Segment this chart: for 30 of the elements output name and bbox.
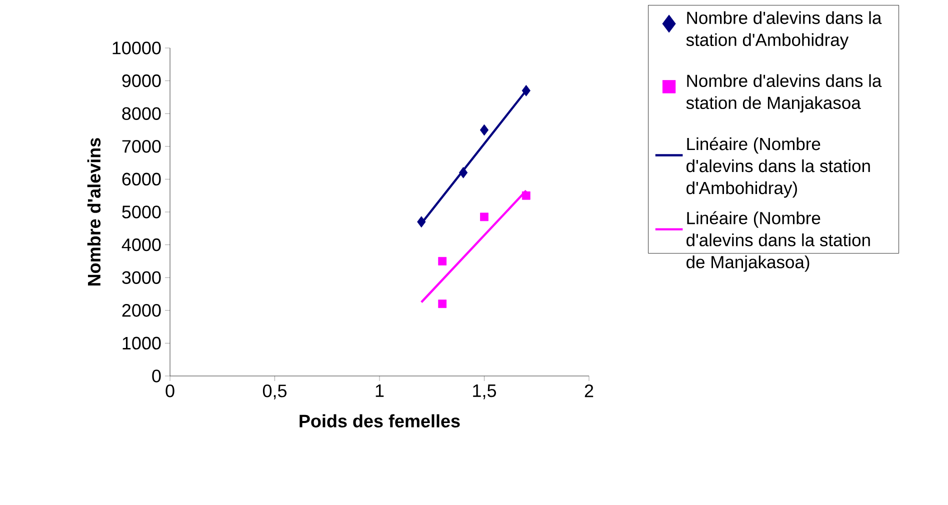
legend-label: Nombre d'alevins dans la station d'Ambohidray	[686, 11, 882, 50]
point	[480, 212, 488, 222]
y-tick-label: 6000	[122, 172, 161, 186]
legend-label: Linéaire (Nombre d'alevins dans la station d'Ambohidray)	[686, 137, 870, 198]
point	[522, 191, 530, 200]
x-tick-label: 1,5	[473, 384, 496, 400]
y-tick-label: 2000	[122, 304, 161, 317]
x-tick-label: 1	[376, 384, 384, 397]
y-tick-label: 1000	[122, 336, 161, 350]
y-tick-label: 9000	[122, 74, 161, 88]
point	[522, 84, 530, 96]
x-axis-title: Poids des femelles	[300, 414, 460, 428]
y-tick-label: 3000	[122, 271, 161, 284]
legend-label: Linéaire (Nombre d'alevins dans la station de Manjakasoa)	[686, 211, 870, 272]
point	[458, 166, 468, 178]
y-tick-label: 4000	[122, 238, 161, 252]
point	[438, 256, 447, 266]
y-tick-label: 7000	[122, 140, 161, 153]
x-tick-label: 0,5	[262, 384, 287, 400]
point	[480, 124, 489, 136]
y-tick-label: 0	[152, 370, 161, 382]
point	[438, 300, 447, 308]
y-tick-label: 5000	[122, 206, 161, 218]
legend-label: Nombre d'alevins dans la station de Manjakasoa	[686, 74, 882, 113]
point	[417, 216, 426, 228]
y-tick-label: 10000	[112, 42, 161, 54]
y-tick-label: 8000	[122, 107, 161, 120]
y-axis-title: Nombre d'alevins	[87, 138, 101, 286]
x-tick-label: 2	[584, 384, 594, 398]
x-tick-label: 0	[166, 384, 174, 398]
